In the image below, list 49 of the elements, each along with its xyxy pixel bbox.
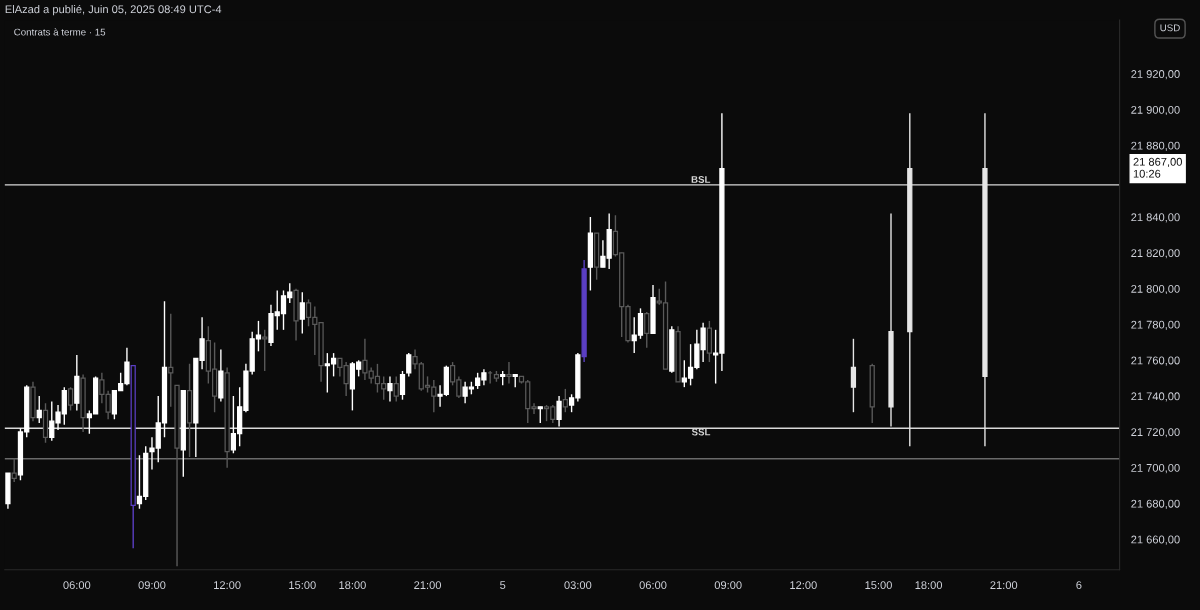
chart-title: ElAzad a publié, Juin 05, 2025 08:49 UTC-4 <box>5 4 222 16</box>
y-tick-label: 21 660,00 <box>1131 535 1180 545</box>
candlestick <box>36 395 42 424</box>
x-tick-label: 12:00 <box>790 581 817 590</box>
candlestick <box>67 386 74 412</box>
y-tick-label: 21 900,00 <box>1131 105 1180 116</box>
y-tick-label: 21 780,00 <box>1131 320 1180 330</box>
candlestick <box>262 329 268 372</box>
x-tick-label: 6 <box>1076 581 1082 590</box>
candlestick <box>387 375 393 403</box>
x-tick-label: 18:00 <box>339 581 366 590</box>
x-tick-label: 15:00 <box>289 581 316 590</box>
candlestick <box>393 375 399 403</box>
ref-line-label: SSL <box>691 428 711 436</box>
ref-line-label: BSL <box>691 176 711 183</box>
y-tick-label: 21 680,00 <box>1131 499 1180 509</box>
x-tick-label: 09:00 <box>714 581 742 590</box>
x-tick-label: 15:00 <box>865 581 892 590</box>
candlestick <box>11 458 17 483</box>
text: 21 867,00 10:26 <box>1133 157 1182 178</box>
y-tick-label: 21 740,00 <box>1131 392 1180 402</box>
candlestick <box>506 361 512 385</box>
candlestick <box>406 352 412 378</box>
candlestick <box>644 311 650 349</box>
text: Contrats à terme · 15 <box>14 28 106 36</box>
y-tick-label: 21 820,00 <box>1131 249 1180 259</box>
text: USD <box>1160 24 1180 32</box>
candlestick <box>168 313 174 408</box>
x-tick-label: 03:00 <box>564 581 592 590</box>
x-tick-label: 18:00 <box>915 581 943 590</box>
candlestick <box>562 388 568 413</box>
candlestick <box>850 338 857 413</box>
x-tick-label: 06:00 <box>639 581 667 590</box>
y-tick-label: 21 760,00 <box>1131 356 1180 366</box>
y-tick-label: 21 880,00 <box>1131 141 1180 151</box>
candlestick <box>299 291 305 335</box>
x-tick-label: 21:00 <box>990 581 1018 590</box>
x-tick-label: 06:00 <box>63 581 91 590</box>
x-tick-label: 12:00 <box>214 581 241 590</box>
candlestick <box>399 370 406 401</box>
y-tick-label: 21 720,00 <box>1131 428 1180 438</box>
x-tick-label: 09:00 <box>138 581 166 590</box>
x-tick-label: 21:00 <box>414 581 442 590</box>
candlestick <box>556 395 562 428</box>
y-tick-label: 21 800,00 <box>1131 284 1180 295</box>
y-tick-label: 21 700,00 <box>1131 463 1180 474</box>
y-tick-label: 21 840,00 <box>1131 213 1180 223</box>
y-tick-label: 21 920,00 <box>1131 70 1180 80</box>
x-tick-label: 5 <box>500 581 506 590</box>
